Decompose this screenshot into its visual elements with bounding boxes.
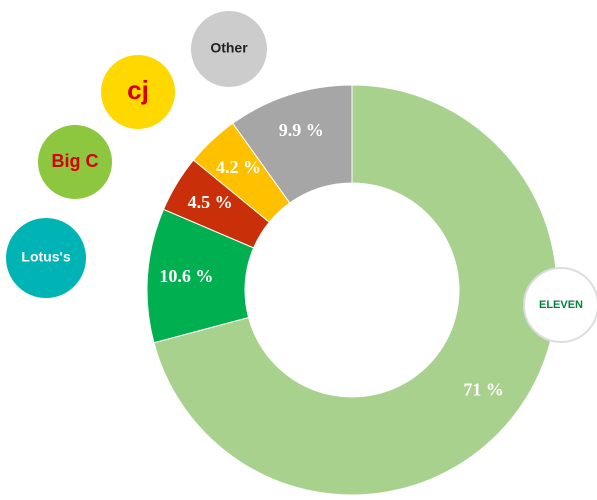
category-label: Other xyxy=(210,40,248,56)
donut-segment xyxy=(153,84,558,496)
category-label: ELEVEN xyxy=(539,299,583,311)
donut-segment xyxy=(232,84,353,204)
category-label: Big C xyxy=(52,151,99,171)
value-label: 9.9 % xyxy=(279,120,324,140)
category-label: Lotus's xyxy=(21,249,70,265)
logo xyxy=(6,218,86,298)
logo xyxy=(38,125,112,199)
value-label: 4.2 % xyxy=(216,157,261,177)
logo xyxy=(191,11,267,87)
value-label: 10.6 % xyxy=(159,266,213,286)
value-label: 4.5 % xyxy=(188,192,233,212)
logo xyxy=(101,55,175,129)
logo xyxy=(523,267,597,343)
category-label: cj xyxy=(127,75,149,105)
value-label: 71 % xyxy=(463,379,504,399)
